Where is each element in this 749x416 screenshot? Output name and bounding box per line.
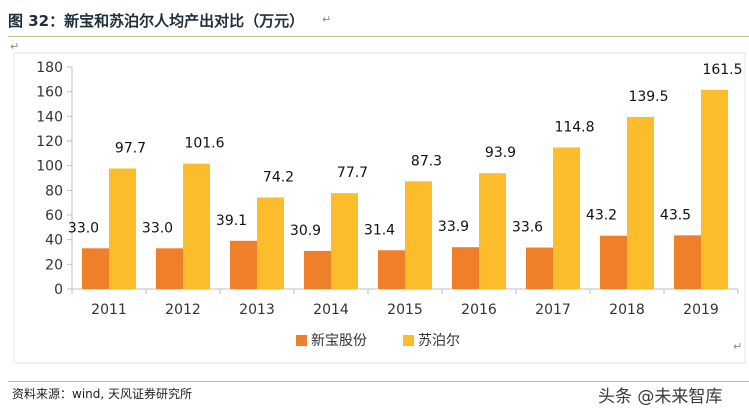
data-label: 33.6 — [512, 220, 543, 236]
data-label: 97.7 — [115, 141, 146, 157]
bar-series-0 — [600, 235, 627, 289]
bar-series-1 — [479, 173, 506, 289]
bar-series-1 — [627, 116, 654, 289]
data-label: 93.9 — [485, 145, 516, 161]
y-tick-label: 120 — [36, 134, 63, 150]
data-label: 33.0 — [68, 220, 99, 236]
y-tick-label: 80 — [45, 183, 63, 199]
data-label: 30.9 — [290, 223, 321, 239]
paragraph-mark-icon: ↵ — [733, 340, 743, 353]
plot-frame — [13, 52, 746, 364]
x-tick-label: 2018 — [609, 302, 645, 318]
legend-swatch — [403, 335, 414, 346]
y-tick-label: 60 — [45, 208, 63, 224]
x-tick-label: 2014 — [313, 302, 349, 318]
legend-label: 新宝股份 — [311, 333, 367, 349]
x-tick-label: 2015 — [387, 302, 423, 318]
bar-series-0 — [526, 247, 553, 289]
watermark: 头条 @未来智库 — [598, 387, 723, 407]
bar-series-0 — [452, 247, 479, 289]
legend-label: 苏泊尔 — [418, 333, 460, 349]
footer-divider — [8, 381, 749, 382]
y-tick-label: 140 — [36, 109, 63, 125]
x-tick-label: 2013 — [239, 302, 275, 318]
bar-series-1 — [701, 89, 728, 289]
title-divider — [8, 36, 749, 37]
data-label: 33.0 — [142, 220, 173, 236]
bar-series-0 — [674, 235, 701, 289]
paragraph-mark-icon: ↵ — [10, 40, 20, 53]
data-label: 43.5 — [660, 207, 691, 223]
y-tick-label: 40 — [45, 233, 63, 249]
data-label: 43.2 — [586, 208, 617, 224]
y-tick-label: 20 — [45, 257, 63, 273]
x-tick-label: 2016 — [461, 302, 497, 318]
source-note: 资料来源：wind, 天风证券研究所 — [12, 387, 193, 401]
data-label: 33.9 — [438, 219, 469, 235]
x-tick-label: 2012 — [165, 302, 201, 318]
data-label: 161.5 — [702, 62, 742, 78]
y-tick-label: 180 — [36, 60, 63, 76]
chart-legend: 新宝股份 苏泊尔 — [296, 333, 460, 349]
bar-series-0 — [378, 250, 405, 289]
bar-chart: 0 20 40 60 80 100 120 140 160 180 2011 2012 2013 2014… — [13, 52, 746, 364]
bar-series-0 — [82, 248, 109, 289]
data-label: 139.5 — [628, 89, 668, 105]
x-tick-label: 2011 — [91, 302, 127, 318]
data-label: 87.3 — [411, 153, 442, 169]
chart-data-labels: 33.0 97.7 33.0 101.6 39.1 74.2 30.9 77.7 31.4 87.… — [68, 62, 743, 239]
data-label: 114.8 — [554, 119, 594, 135]
paragraph-mark-icon: ↵ — [322, 13, 332, 26]
data-label: 77.7 — [337, 165, 368, 181]
x-tick-label: 2017 — [535, 302, 571, 318]
bar-series-1 — [257, 197, 284, 289]
y-tick-label: 0 — [54, 282, 63, 298]
figure-title: 图 32：新宝和苏泊尔人均产出对比（万元） — [8, 12, 305, 30]
bar-series-0 — [304, 250, 331, 289]
bar-series-1 — [553, 147, 580, 289]
data-label: 39.1 — [216, 213, 247, 229]
legend-swatch — [296, 335, 307, 346]
data-label: 31.4 — [364, 222, 395, 238]
y-tick-label: 160 — [36, 85, 63, 101]
chart-bars — [82, 89, 728, 289]
bar-series-1 — [405, 181, 432, 289]
data-label: 74.2 — [263, 169, 294, 185]
data-label: 101.6 — [184, 136, 224, 152]
y-tick-label: 100 — [36, 159, 63, 175]
bar-series-1 — [109, 168, 136, 289]
x-tick-label: 2019 — [683, 302, 719, 318]
bar-series-1 — [331, 193, 358, 289]
bar-series-1 — [183, 163, 210, 289]
bar-series-0 — [156, 248, 183, 289]
bar-series-0 — [230, 240, 257, 289]
